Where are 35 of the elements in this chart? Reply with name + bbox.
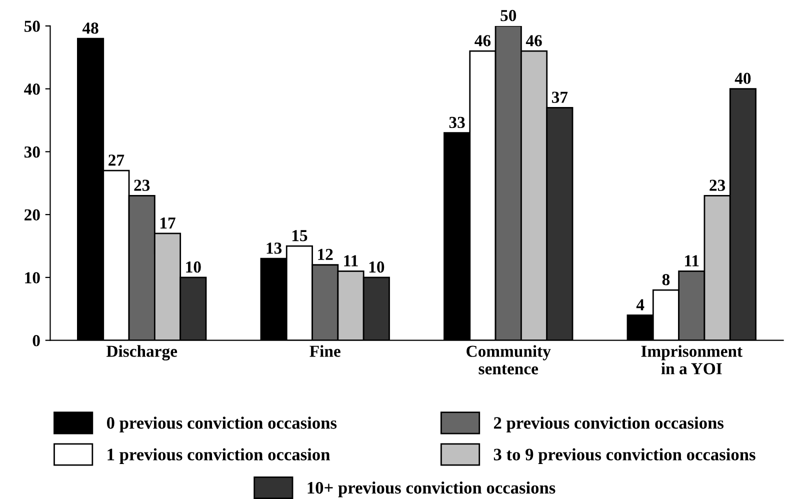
data-label: 27 bbox=[108, 154, 124, 166]
data-label: 23 bbox=[134, 180, 150, 191]
x-tick-label: Community sentence bbox=[466, 345, 551, 374]
data-label: 11 bbox=[685, 255, 699, 266]
data-label: 15 bbox=[292, 230, 308, 242]
x-tick-label: Discharge bbox=[106, 345, 178, 360]
y-tick-label: 40 bbox=[24, 84, 40, 95]
data-label: 33 bbox=[449, 116, 465, 128]
data-label: 37 bbox=[552, 92, 568, 103]
legend-label: 10+ previous conviction occasions bbox=[308, 481, 556, 498]
data-label: 10 bbox=[186, 261, 201, 273]
x-tick-label: Imprisonment in a YOI bbox=[641, 345, 742, 374]
data-label: 17 bbox=[160, 217, 176, 228]
data-label: 8 bbox=[662, 274, 670, 286]
x-tick-label: Fine bbox=[310, 345, 340, 357]
data-label: 48 bbox=[82, 22, 98, 34]
y-tick-label: 50 bbox=[24, 20, 40, 32]
data-label: 40 bbox=[734, 72, 751, 84]
legend-label: 0 previous conviction occasions bbox=[106, 416, 337, 432]
data-label: 11 bbox=[344, 255, 358, 266]
data-label: 12 bbox=[318, 248, 333, 260]
y-tick-label: 20 bbox=[24, 209, 40, 221]
data-label: 46 bbox=[474, 35, 491, 46]
legend-label: 3 to 9 previous conviction occasions bbox=[494, 448, 756, 464]
data-label: 4 bbox=[636, 299, 644, 310]
y-tick-label: 10 bbox=[25, 272, 40, 284]
data-label: 13 bbox=[266, 242, 282, 254]
data-label: 46 bbox=[526, 35, 542, 46]
y-tick-label: 0 bbox=[32, 335, 40, 346]
data-label: 10 bbox=[369, 261, 384, 273]
y-tick-label: 30 bbox=[24, 146, 40, 158]
legend-label: 2 previous conviction occasions bbox=[494, 416, 724, 432]
data-label: 50 bbox=[500, 10, 516, 22]
data-label: 23 bbox=[710, 180, 726, 191]
legend-label: 1 previous conviction occasion bbox=[108, 448, 330, 464]
